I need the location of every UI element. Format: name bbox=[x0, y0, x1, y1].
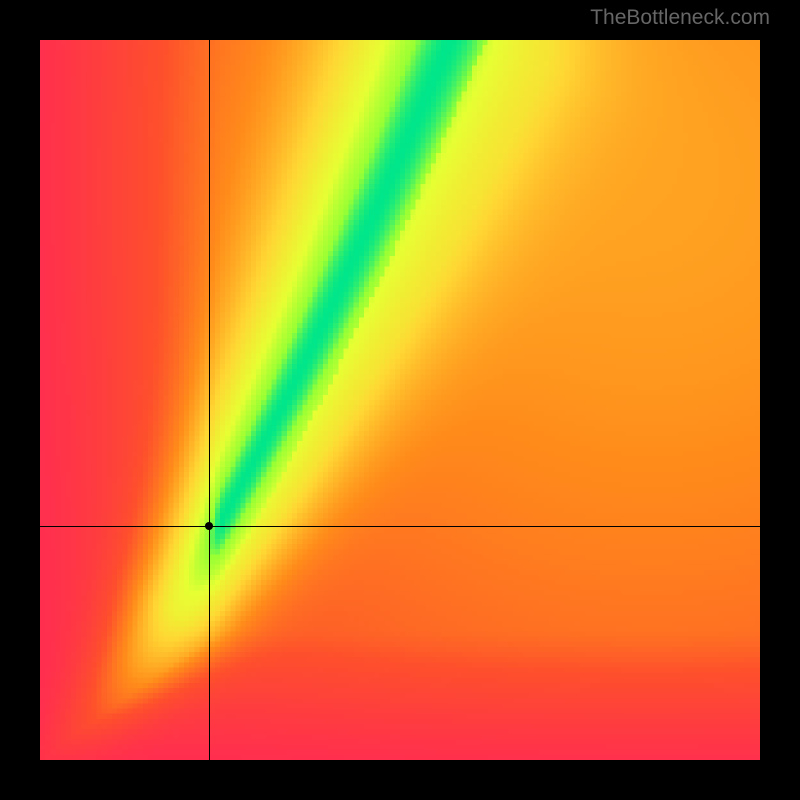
crosshair-horizontal bbox=[40, 526, 760, 527]
heatmap-plot bbox=[40, 40, 760, 760]
crosshair-vertical bbox=[209, 40, 210, 760]
watermark-text: TheBottleneck.com bbox=[590, 6, 770, 30]
crosshair-marker-dot bbox=[205, 522, 213, 530]
heatmap-canvas bbox=[40, 40, 760, 760]
